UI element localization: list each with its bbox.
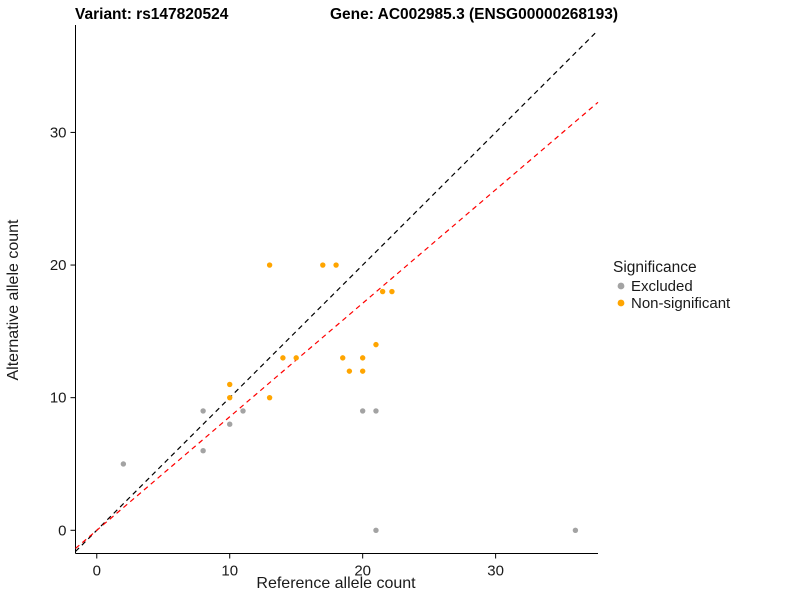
data-point-non-significant — [227, 394, 233, 401]
data-point-non-significant — [373, 341, 379, 348]
data-point-non-significant — [379, 288, 386, 295]
excluded-swatch-icon — [617, 282, 625, 290]
data-point-non-significant — [333, 262, 339, 268]
data-point-non-significant — [346, 368, 353, 374]
data-point-excluded — [359, 408, 366, 414]
x-tick-label: 30 — [487, 563, 504, 580]
data-point-excluded — [240, 408, 246, 414]
y-tick-label: 20 — [50, 257, 67, 274]
data-point-non-significant — [359, 368, 366, 374]
data-point-excluded — [373, 408, 379, 414]
legend-label-non-significant: Non-significant — [631, 295, 731, 312]
data-point-excluded — [227, 421, 233, 427]
data-point-non-significant — [266, 262, 273, 268]
legend-item-excluded: Excluded — [617, 278, 693, 295]
data-point-non-significant — [359, 355, 366, 361]
y-tick-label: 30 — [50, 124, 67, 141]
data-point-excluded — [373, 527, 379, 533]
data-point-non-significant — [227, 381, 233, 388]
legend-title: Significance — [613, 259, 697, 276]
data-point-non-significant — [320, 262, 326, 268]
plot-panel: 0 10 20 30 0 10 20 30 — [50, 25, 599, 580]
data-point-non-significant — [340, 355, 346, 361]
y-axis-label: Alternative allele count — [5, 219, 22, 381]
data-point-non-significant — [389, 288, 395, 295]
legend: Significance Excluded Non-significant — [613, 259, 731, 312]
x-axis-label: Reference allele count — [256, 575, 416, 592]
variant-title: Variant: rs147820524 — [75, 6, 229, 23]
y-tick-label: 0 — [58, 522, 66, 539]
legend-item-non-significant: Non-significant — [617, 295, 731, 312]
identity-line — [75, 29, 599, 552]
non-significant-swatch-icon — [617, 299, 625, 307]
data-point-non-significant — [266, 394, 273, 401]
data-point-excluded — [200, 408, 206, 414]
x-tick-label: 20 — [354, 563, 371, 580]
data-point-excluded — [572, 527, 579, 533]
legend-label-excluded: Excluded — [631, 278, 693, 295]
data-point-non-significant — [293, 355, 299, 361]
gene-title: Gene: AC002985.3 (ENSG00000268193) — [330, 6, 618, 23]
x-tick-label: 0 — [93, 563, 101, 580]
x-tick-label: 10 — [221, 563, 238, 580]
y-tick-label: 10 — [50, 390, 67, 407]
data-point-non-significant — [280, 355, 286, 361]
regression-line — [75, 101, 599, 549]
data-point-excluded — [200, 448, 206, 454]
data-point-excluded — [120, 461, 127, 467]
